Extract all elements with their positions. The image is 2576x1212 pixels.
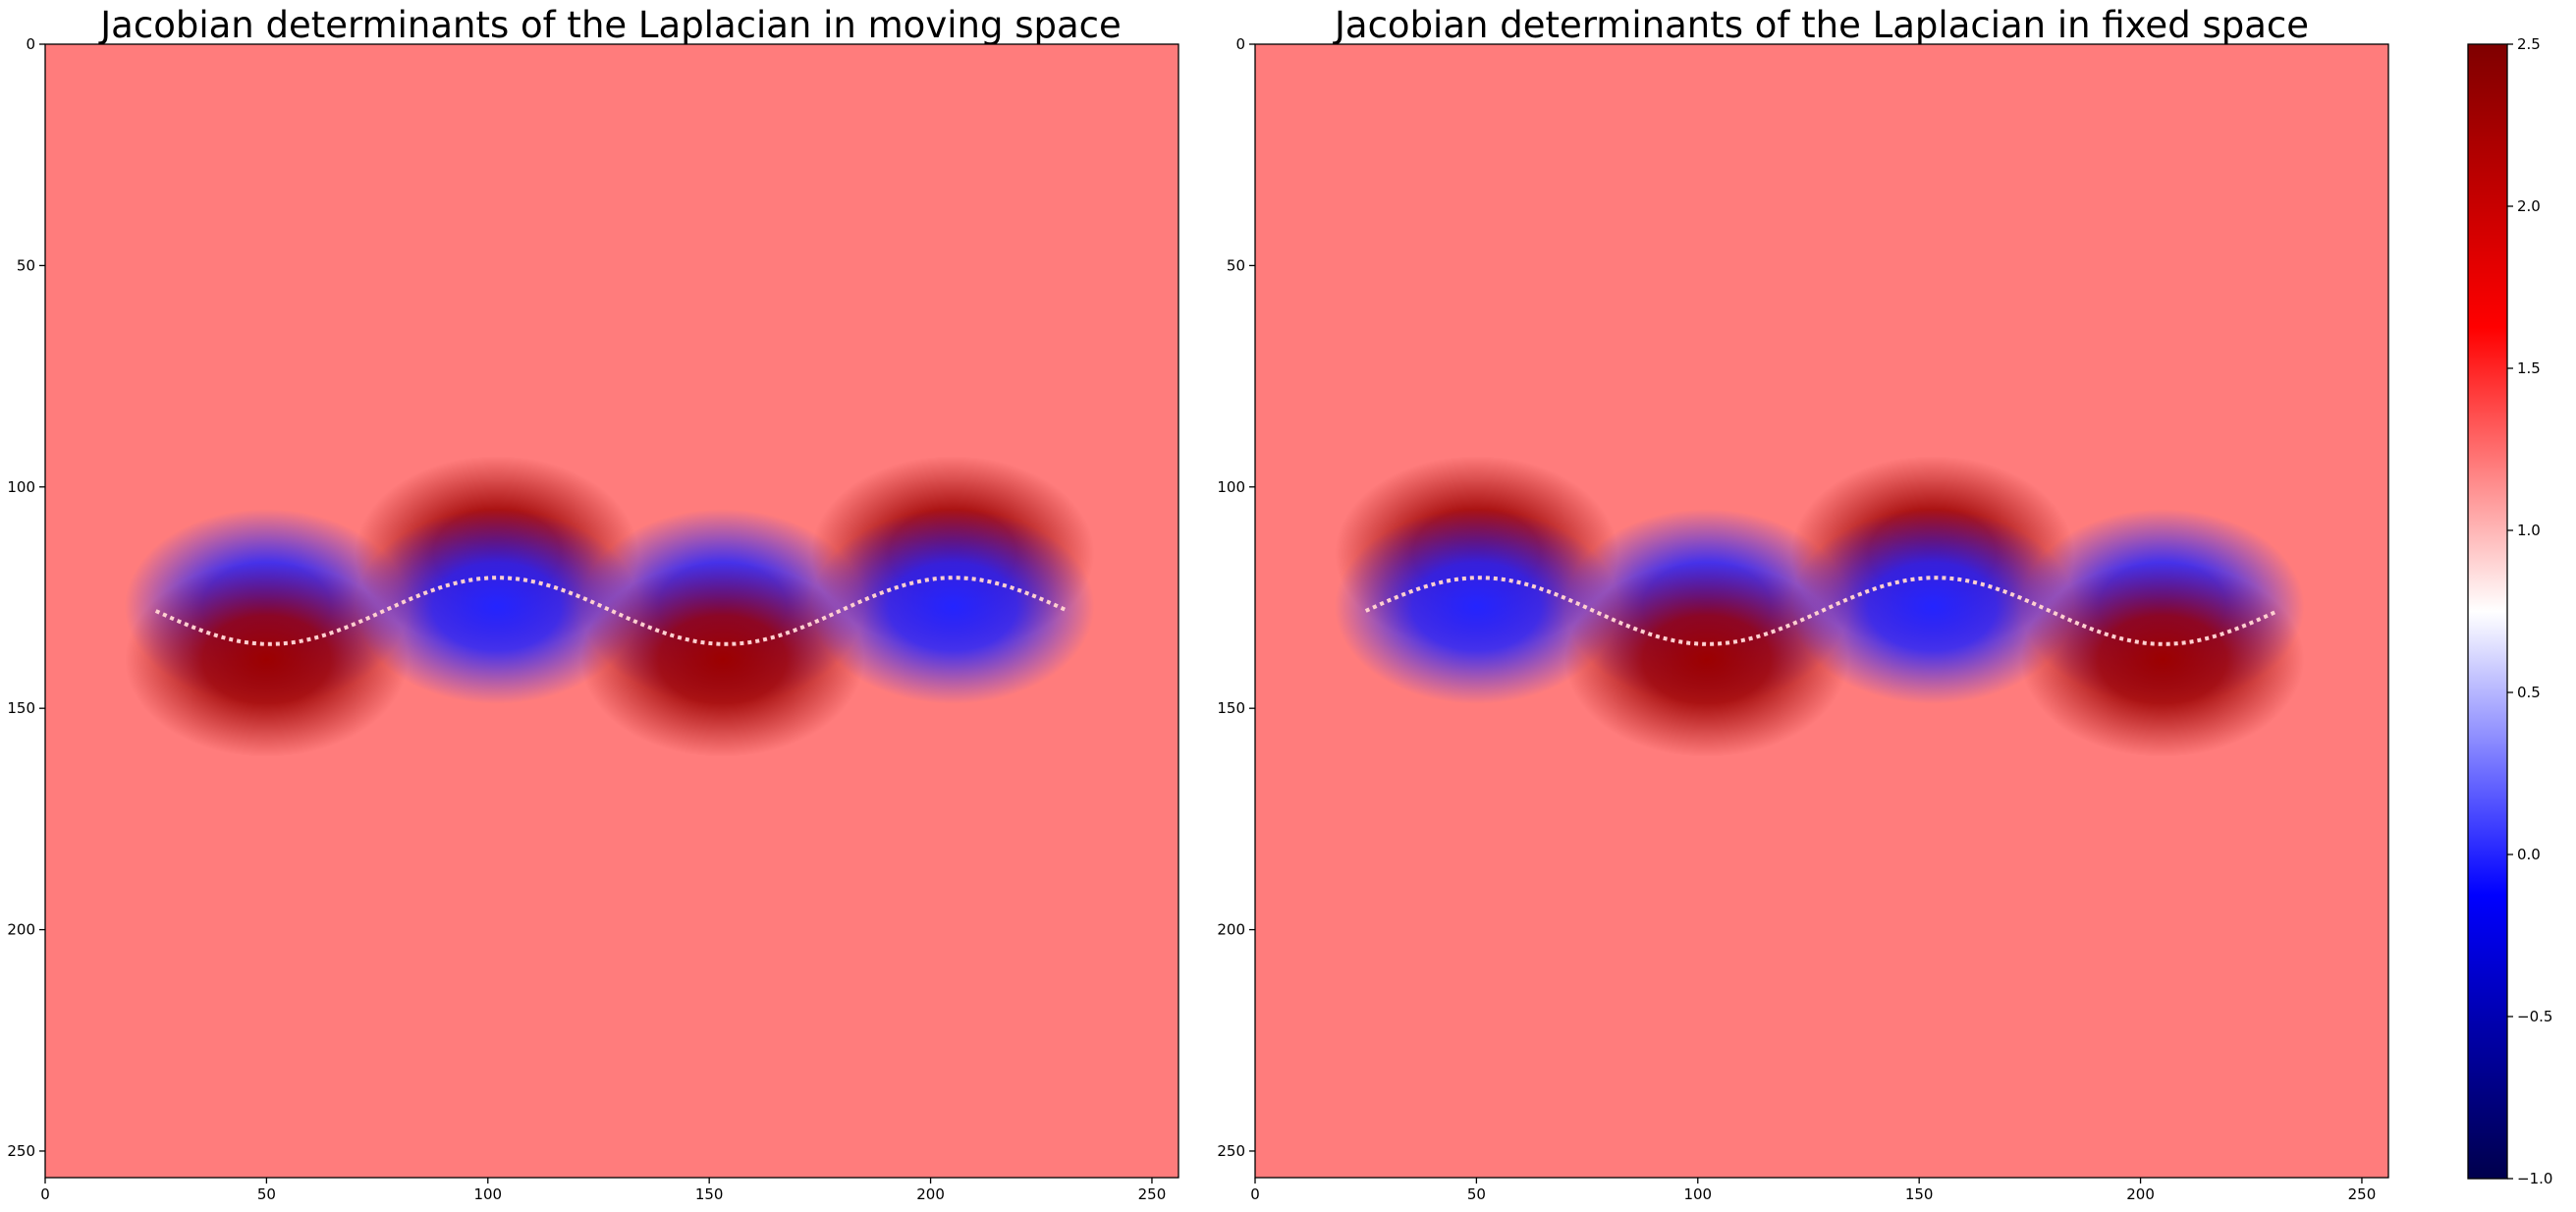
x-tick-label: 50 [257, 1185, 276, 1203]
y-tick-label: 50 [1227, 256, 1245, 274]
x-tick-label: 150 [1905, 1185, 1934, 1203]
heatmap-lobe-below [125, 562, 409, 757]
x-tick-label: 200 [916, 1185, 945, 1203]
heatmap-lobe-below [810, 509, 1095, 704]
y-tick-label: 200 [7, 921, 35, 939]
colorbar-tick-label: 1.5 [2517, 359, 2541, 377]
x-tick-label: 0 [1250, 1185, 1260, 1203]
colorbar-tick-label: −0.5 [2517, 1008, 2552, 1025]
y-tick-label: 0 [26, 35, 35, 53]
y-tick-label: 100 [7, 478, 35, 496]
heatmap-lobe-below [2020, 562, 2305, 757]
x-tick-label: 100 [473, 1185, 502, 1203]
x-tick-label: 150 [695, 1185, 724, 1203]
heatmap-lobe-below [1564, 562, 1849, 757]
colorbar-tick-label: 1.0 [2517, 522, 2541, 539]
y-tick-label: 100 [1217, 478, 1245, 496]
y-tick-label: 250 [1217, 1142, 1245, 1160]
x-tick-label: 100 [1683, 1185, 1712, 1203]
heatmap-lobe-below [580, 562, 864, 757]
x-tick-label: 250 [2348, 1185, 2377, 1203]
chart-title-moving-space: Jacobian determinants of the Laplacian i… [98, 4, 1121, 46]
heatmap-fixed-space [1255, 44, 2388, 1178]
y-tick-label: 0 [1235, 35, 1245, 53]
heatmap-lobe-below [1790, 509, 2074, 704]
chart-title-fixed-space: Jacobian determinants of the Laplacian i… [1333, 4, 2309, 46]
x-tick-label: 250 [1138, 1185, 1167, 1203]
heatmap-lobe-below [355, 509, 639, 704]
heatmap-lobe-below [1335, 509, 1618, 704]
colorbar: −1.0 −0.5 0.0 0.5 1.0 1.5 2.0 2.5 [2467, 35, 2552, 1187]
colorbar-tick-label: −1.0 [2517, 1170, 2552, 1187]
y-tick-label: 250 [7, 1142, 35, 1160]
panel-fixed-space: Jacobian determinants of the Laplacian i… [1217, 4, 2389, 1203]
colorbar-frame [2467, 43, 2508, 1180]
colorbar-tick-label: 0.5 [2517, 684, 2541, 701]
plot-frame-fixed-space [1254, 43, 2389, 1179]
interface-curve [1364, 576, 2279, 646]
colorbar-tick-label: 2.5 [2517, 35, 2541, 53]
heatmap-moving-space [45, 44, 1178, 1178]
colorbar-tick-label: 0.0 [2517, 846, 2541, 863]
x-tick-label: 200 [2126, 1185, 2155, 1203]
y-tick-label: 150 [7, 699, 35, 717]
colorbar-gradient [2468, 44, 2507, 1179]
panel-moving-space: Jacobian determinants of the Laplacian i… [7, 4, 1179, 1203]
x-tick-label: 0 [40, 1185, 50, 1203]
plot-frame-moving-space [44, 43, 1179, 1179]
interface-curve [154, 576, 1069, 646]
axis-ticks-moving-space: 0 50 100 150 200 250 0 50 100 150 200 250 [7, 35, 1166, 1203]
colorbar-ticks: −1.0 −0.5 0.0 0.5 1.0 1.5 2.0 2.5 [2507, 35, 2552, 1187]
axis-ticks-fixed-space: 0 50 100 150 200 250 0 50 100 150 200 250 [1217, 35, 2376, 1203]
y-tick-label: 150 [1217, 699, 1245, 717]
colorbar-tick-label: 2.0 [2517, 197, 2541, 215]
y-tick-label: 200 [1217, 921, 1245, 939]
y-tick-label: 50 [17, 256, 35, 274]
x-tick-label: 50 [1467, 1185, 1486, 1203]
